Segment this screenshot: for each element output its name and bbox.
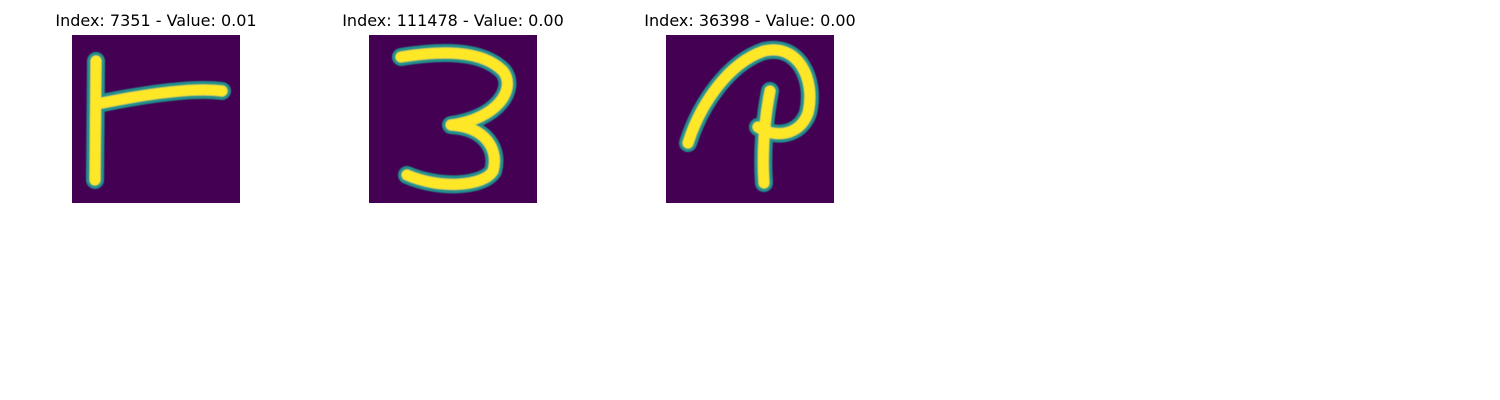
panel-title: Index: 111478 - Value: 0.00 [342, 11, 564, 30]
digit-image-3 [666, 35, 834, 203]
panel-title: Index: 7351 - Value: 0.01 [55, 11, 257, 30]
digit-image-2 [369, 35, 537, 203]
digit-image-1 [72, 35, 240, 203]
panel-title: Index: 36398 - Value: 0.00 [644, 11, 856, 30]
